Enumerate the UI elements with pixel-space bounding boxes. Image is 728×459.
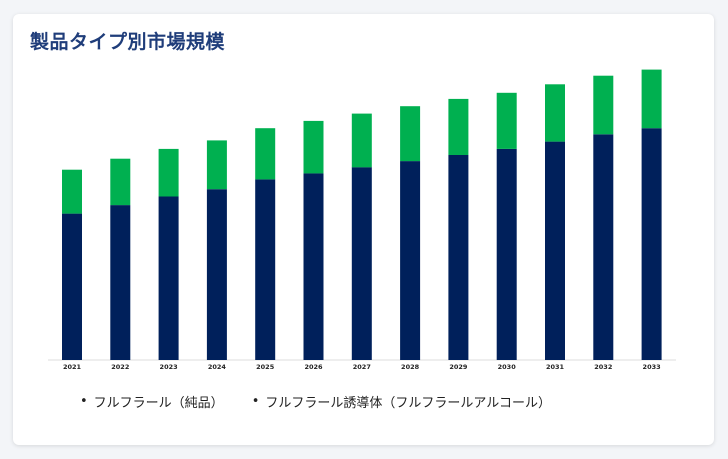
x-tick-label-2026: 2026 (304, 363, 323, 371)
bar-pure-2027 (351, 167, 372, 360)
legend: • フルフラール（純品） • フルフラール誘導体（フルフラールアルコール） (80, 392, 551, 411)
bar-pure-2025 (255, 179, 276, 360)
x-tick-label-2031: 2031 (546, 363, 565, 371)
bar-derivative-2026 (303, 120, 324, 174)
bar-derivative-2030 (496, 92, 517, 149)
x-tick-label-2022: 2022 (111, 363, 129, 371)
bar-pure-2023 (158, 196, 179, 360)
legend-item-pure: • フルフラール（純品） (80, 392, 224, 411)
x-tick-label-2032: 2032 (594, 363, 612, 371)
x-tick-label-2029: 2029 (449, 363, 468, 371)
bar-pure-2021 (62, 213, 82, 360)
bar-pure-2024 (206, 189, 227, 360)
bar-pure-2026 (303, 173, 324, 360)
bar-derivative-2033 (641, 69, 662, 129)
bar-derivative-2032 (593, 75, 614, 135)
x-tick-label-2025: 2025 (256, 363, 275, 371)
legend-label-pure: フルフラール（純品） (93, 396, 224, 411)
x-tick-label-2033: 2033 (643, 363, 661, 371)
bar-pure-2029 (448, 155, 469, 360)
x-tick-label-2024: 2024 (208, 363, 227, 371)
bar-pure-2028 (400, 161, 421, 360)
bar-pure-2033 (641, 128, 662, 360)
x-tick-label-2021: 2021 (63, 363, 82, 371)
bar-pure-2022 (110, 205, 131, 360)
x-tick-label-2030: 2030 (498, 363, 517, 371)
legend-bullet: • (251, 394, 260, 409)
legend-label-derivative: フルフラール誘導体（フルフラールアルコール） (265, 396, 551, 411)
x-tick-label-2027: 2027 (353, 363, 371, 371)
legend-bullet: • (80, 394, 88, 409)
bar-derivative-2028 (400, 106, 421, 162)
bar-derivative-2022 (110, 158, 131, 206)
bar-derivative-2024 (206, 140, 227, 190)
bar-derivative-2031 (545, 84, 565, 142)
bar-pure-2030 (496, 148, 517, 360)
bar-pure-2032 (593, 134, 614, 360)
bar-derivative-2027 (351, 113, 372, 168)
bar-derivative-2021 (62, 169, 82, 214)
x-tick-label-2028: 2028 (401, 363, 420, 371)
bar-pure-2031 (545, 141, 565, 360)
bar-derivative-2023 (158, 148, 179, 197)
legend-item-derivative: • フルフラール誘導体（フルフラールアルコール） (252, 392, 551, 411)
bars-group (62, 69, 662, 360)
bar-derivative-2029 (448, 98, 469, 155)
x-tick-labels: 2021 2022 2023 2024 2025 2026 2027 2028 2029 2030… (63, 363, 661, 371)
chart-title: 製品タイプ別市場規模 (30, 31, 226, 53)
bar-derivative-2025 (255, 128, 276, 180)
x-tick-label-2023: 2023 (160, 363, 178, 371)
